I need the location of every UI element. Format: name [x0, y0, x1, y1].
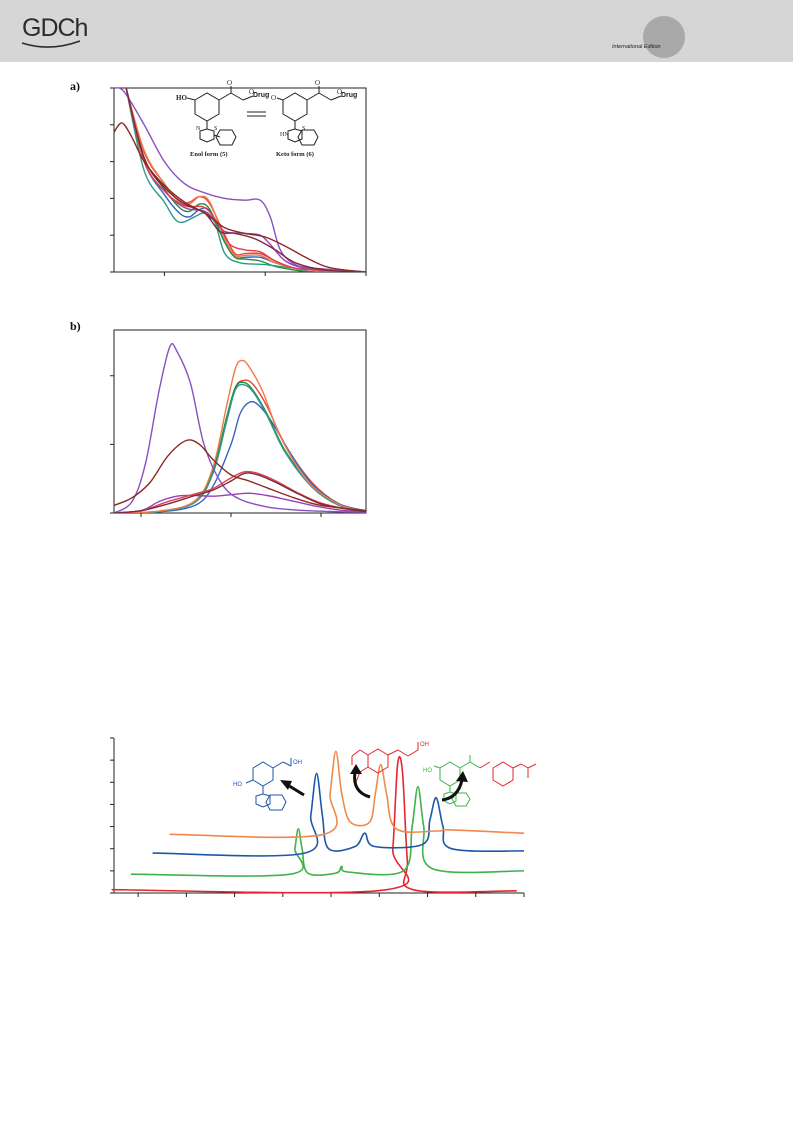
plot-frame [113, 329, 367, 514]
series-line-acn [125, 88, 366, 272]
series-line-cyclohexene [114, 400, 366, 513]
arrow-icons [285, 771, 464, 802]
blue-ho-label: HO [233, 782, 242, 788]
arrowhead-icons [280, 764, 468, 790]
series-line-meoh [114, 492, 366, 513]
red-oh-label: OH [420, 742, 429, 748]
series-line-etoh [125, 88, 366, 272]
blue-structure-inset [245, 758, 292, 811]
inset-keto-s-label: S [302, 126, 305, 132]
plot-frame [113, 87, 367, 273]
inset-keto-o-label: O [271, 94, 276, 102]
edition-label: International Edition [612, 44, 661, 50]
series-line-dmso [114, 439, 366, 512]
panel-label-a: a) [70, 79, 80, 93]
inset-s-label: S [214, 126, 217, 132]
series-line-thf [114, 343, 366, 513]
series-line-benzene [125, 88, 366, 272]
series-line-meoh [125, 88, 366, 272]
inset-hn-label: HN [280, 132, 289, 138]
series-line-etoac [114, 383, 366, 513]
series-line-etoh [114, 470, 366, 513]
trace-15-min [169, 750, 525, 839]
inset-drug-label-enol: Drug [253, 92, 269, 99]
red-ester-structure-inset [479, 761, 537, 787]
inset-enol-caption: Enol form (5) [190, 151, 228, 158]
inset-o-label: O [227, 79, 232, 87]
panel-label-b: b) [70, 319, 81, 333]
trace-0-min [111, 756, 517, 894]
inset-ho-label: HO [176, 94, 187, 102]
inset-n-label: N [196, 126, 201, 132]
series-line-dcm [125, 88, 366, 272]
series-line-chcl3 [114, 359, 366, 513]
tautomer-structure-inset [186, 86, 342, 146]
edition-badge-icon [643, 16, 685, 58]
inset-keto-o2-label: O [315, 79, 320, 87]
green-ho-label: HO [423, 768, 432, 774]
trace-5-min [130, 785, 525, 877]
series-line-chcl3 [125, 88, 366, 272]
inset-keto-o3-label: O [337, 88, 342, 96]
blue-oh-label: OH [293, 760, 302, 766]
inset-o2-label: O [249, 88, 254, 96]
series-line-thf [114, 88, 366, 272]
journal-header: GDCh International Edition [0, 0, 793, 62]
inset-keto-caption: Keto form (6) [276, 151, 314, 158]
inset-drug-label-keto: Drug [341, 92, 357, 99]
gdch-logo: GDCh [22, 14, 88, 42]
series-line-benzene [114, 379, 366, 513]
green-structure-inset [433, 755, 481, 807]
series-line-cyclohexene [125, 88, 366, 272]
series-line-dmso [114, 122, 366, 272]
logo-swoosh-icon [21, 40, 81, 48]
series-line-dcm [114, 381, 366, 513]
red-structure-inset [351, 742, 419, 783]
series-line-etoac [125, 88, 366, 272]
trace-10-min [152, 772, 525, 857]
series-line-acn [114, 472, 366, 513]
